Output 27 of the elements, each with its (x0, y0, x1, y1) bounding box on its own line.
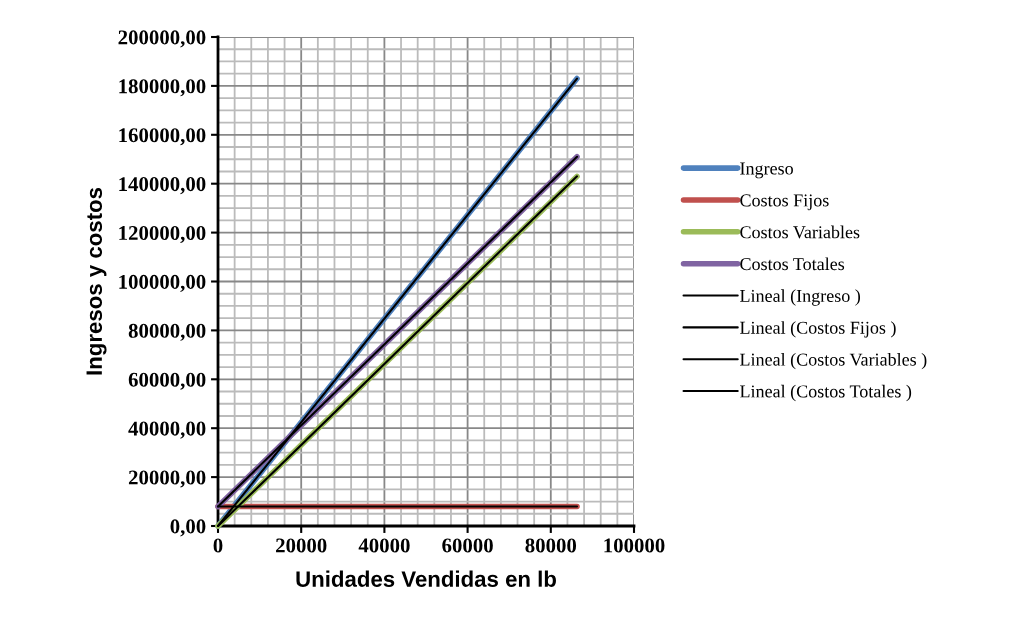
legend-label: Costos Totales (740, 257, 845, 271)
y-tick-label: 200000,00 (118, 30, 206, 48)
y-tick-label: 80000,00 (128, 323, 206, 341)
y-tick-label: 140000,00 (119, 177, 206, 195)
x-axis-title: Unidades Vendidas en lb (296, 570, 556, 587)
y-tick-label: 40000,00 (128, 421, 206, 439)
y-tick-label: 160000,00 (119, 128, 206, 146)
x-tick-label: 20000 (276, 538, 327, 553)
y-tick-label: 60000,00 (128, 372, 206, 390)
legend-label: Lineal (Costos Variables ) (740, 353, 927, 370)
y-axis-title: Ingresos y costos (86, 187, 107, 375)
legend-label: Lineal (Costos Totales ) (740, 384, 912, 402)
y-tick-label: 20000,00 (128, 470, 206, 488)
legend-label: Costos Fijos (740, 194, 829, 211)
x-tick-label: 80000 (525, 538, 577, 553)
legend-label: Ingreso (740, 162, 793, 179)
x-tick-label: 100000 (604, 538, 665, 553)
legend-label: Lineal (Costos Fijos ) (740, 321, 896, 338)
x-tick-label: 60000 (442, 538, 493, 553)
x-tick-label: 0 (213, 538, 223, 553)
y-tick-label: 120000,00 (119, 225, 206, 244)
y-tick-label: 0,00 (170, 519, 206, 537)
y-tick-label: 180000,00 (119, 79, 206, 97)
y-tick-label: 100000,00 (119, 274, 206, 292)
x-tick-label: 40000 (358, 538, 410, 553)
legend-label: Costos Variables (740, 225, 860, 239)
legend-label: Lineal (Ingreso ) (740, 289, 861, 306)
